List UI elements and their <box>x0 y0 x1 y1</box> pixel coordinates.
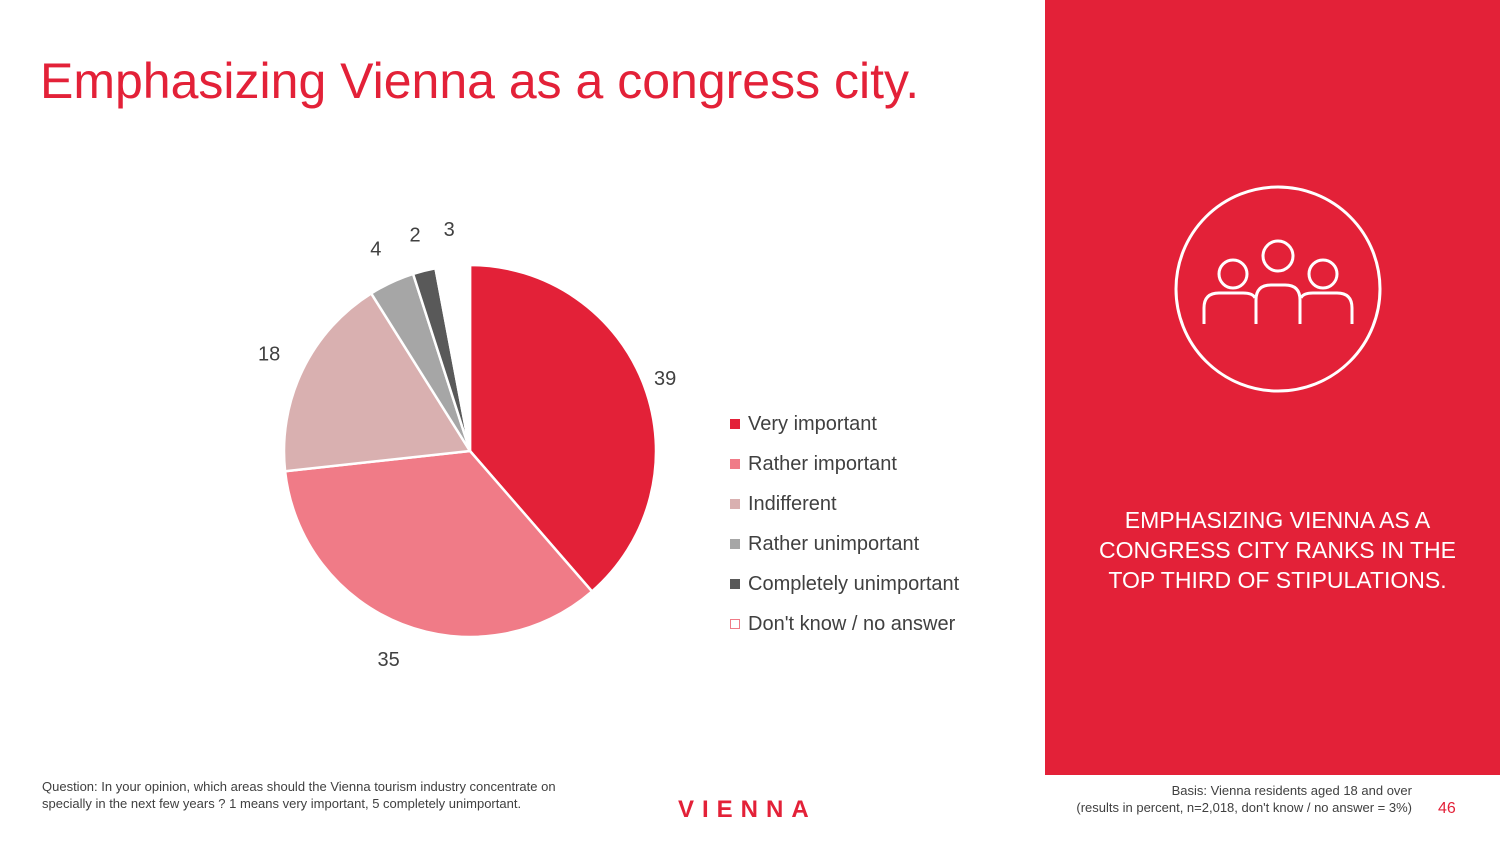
legend-swatch <box>730 459 740 469</box>
question-note: Question: In your opinion, which areas s… <box>42 779 556 811</box>
basis-line-2: (results in percent, n=2,018, don't know… <box>1076 800 1412 815</box>
pie-slice <box>434 263 472 452</box>
legend-swatch <box>730 419 740 429</box>
pie-slice <box>468 263 658 594</box>
page-title: Emphasizing Vienna as a congress city. <box>40 53 920 109</box>
legend-swatch <box>730 579 740 589</box>
data-label: 39 <box>654 368 676 390</box>
highlight-panel: EMPHASIZING VIENNA AS A CONGRESS CITY RA… <box>1045 0 1500 775</box>
data-label: 3 <box>444 219 455 241</box>
legend-label: Rather unimportant <box>748 532 920 555</box>
basis-note: Basis: Vienna residents aged 18 and over… <box>980 782 1412 816</box>
legend-item-rather-important: Rather important <box>730 444 959 484</box>
vienna-logo: VIENNA <box>678 796 817 823</box>
legend-swatch <box>730 619 740 629</box>
legend-swatch <box>730 499 740 509</box>
panel-statement: EMPHASIZING VIENNA AS A CONGRESS CITY RA… <box>1099 507 1456 593</box>
data-label: 18 <box>258 344 280 366</box>
legend-label: Completely unimportant <box>748 572 960 595</box>
data-label: 2 <box>409 225 420 247</box>
legend-label: Rather important <box>748 452 897 475</box>
basis-line-1: Basis: Vienna residents aged 18 and over <box>1171 783 1412 798</box>
legend-item-completely-unimportant: Completely unimportant <box>730 564 959 604</box>
legend-label: Indifferent <box>748 492 837 515</box>
chart-legend: Very important Rather important Indiffer… <box>730 404 959 644</box>
pie-slice <box>283 449 594 639</box>
group-people-icon <box>1174 185 1382 393</box>
legend-label: Very important <box>748 412 877 435</box>
legend-item-very-important: Very important <box>730 404 959 444</box>
legend-item-dont-know: Don't know / no answer <box>730 604 959 644</box>
page-number: 46 <box>1438 800 1456 817</box>
legend-label: Don't know / no answer <box>748 612 956 635</box>
data-label: 4 <box>370 239 381 261</box>
data-label: 35 <box>377 649 399 671</box>
pie-chart: 39 35 18 4 2 3 <box>258 219 676 671</box>
legend-item-rather-unimportant: Rather unimportant <box>730 524 959 564</box>
legend-item-indifferent: Indifferent <box>730 484 959 524</box>
legend-swatch <box>730 539 740 549</box>
pie-slice <box>282 291 473 473</box>
